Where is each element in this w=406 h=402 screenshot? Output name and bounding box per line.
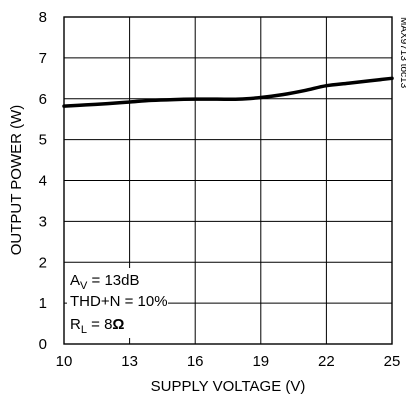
plot-frame <box>63 16 393 345</box>
av-subscript: V <box>80 280 88 292</box>
y-tick-label: 8 <box>39 9 47 26</box>
y-axis-title: OUTPUT POWER (W) <box>8 105 25 256</box>
series-group <box>62 76 394 108</box>
x-tick-label: 19 <box>252 353 269 370</box>
y-tick-label: 6 <box>39 91 47 108</box>
av-value: = 13dB <box>87 272 139 289</box>
x-tick-label: 10 <box>56 353 73 370</box>
y-tick-label: 1 <box>39 295 47 312</box>
annotation-thd: THD+N = 10% <box>70 293 168 310</box>
y-tick-label: 2 <box>39 254 47 271</box>
x-tick-label: 22 <box>318 353 335 370</box>
rl-value: = 8 <box>87 316 112 333</box>
y-tick-label: 4 <box>39 173 47 190</box>
rl-subscript: L <box>81 324 87 336</box>
x-axis-title: SUPPLY VOLTAGE (V) <box>151 378 306 395</box>
annotation-av: AV = 13dB <box>70 272 140 292</box>
rl-unit: Ω <box>112 316 124 333</box>
rl-main: R <box>70 316 81 333</box>
y-tick-label: 0 <box>39 336 47 353</box>
av-main: A <box>70 272 80 289</box>
annotation-box: AV = 13dB THD+N = 10% RL = 8Ω <box>67 268 168 338</box>
x-tick-label: 16 <box>187 353 204 370</box>
y-tick-labels: 0 1 2 3 4 5 6 7 8 <box>39 9 47 353</box>
x-tick-label: 13 <box>121 353 138 370</box>
y-tick-label: 7 <box>39 50 47 67</box>
x-tick-label: 25 <box>384 353 401 370</box>
annotation-rl: RL = 8Ω <box>70 316 124 336</box>
annotation-background <box>67 268 168 338</box>
x-tick-labels: 10 13 16 19 22 25 <box>56 353 401 370</box>
y-tick-label: 5 <box>39 132 47 149</box>
y-tick-label: 3 <box>39 213 47 230</box>
side-label: MAX9713 toc13 <box>398 17 406 89</box>
series-line <box>62 76 394 108</box>
